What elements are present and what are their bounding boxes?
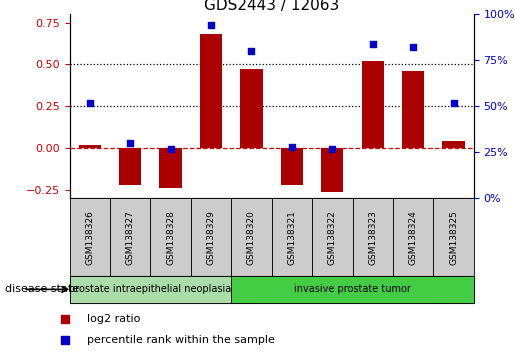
Text: GSM138326: GSM138326 <box>85 210 94 265</box>
Bar <box>200 34 222 148</box>
Text: log2 ratio: log2 ratio <box>87 314 140 324</box>
Text: GSM138323: GSM138323 <box>368 210 377 265</box>
Text: GSM138322: GSM138322 <box>328 210 337 264</box>
Text: GSM138325: GSM138325 <box>449 210 458 265</box>
Bar <box>281 148 303 185</box>
FancyBboxPatch shape <box>70 198 110 276</box>
FancyBboxPatch shape <box>352 198 393 276</box>
FancyBboxPatch shape <box>272 198 312 276</box>
FancyBboxPatch shape <box>231 276 474 303</box>
FancyBboxPatch shape <box>434 198 474 276</box>
FancyBboxPatch shape <box>70 276 231 303</box>
FancyBboxPatch shape <box>231 198 272 276</box>
Title: GDS2443 / 12063: GDS2443 / 12063 <box>204 0 339 13</box>
Point <box>288 144 296 149</box>
FancyBboxPatch shape <box>393 198 434 276</box>
Text: invasive prostate tumor: invasive prostate tumor <box>294 284 411 295</box>
Text: GSM138328: GSM138328 <box>166 210 175 265</box>
Bar <box>160 148 182 188</box>
Bar <box>241 69 263 148</box>
Point <box>207 22 215 28</box>
FancyBboxPatch shape <box>150 198 191 276</box>
Point <box>126 140 134 146</box>
Bar <box>321 148 344 192</box>
Bar <box>402 71 424 148</box>
Text: GSM138329: GSM138329 <box>207 210 215 265</box>
Text: GSM138321: GSM138321 <box>287 210 296 265</box>
Point <box>409 45 417 50</box>
Point <box>166 146 175 152</box>
FancyBboxPatch shape <box>312 198 352 276</box>
Point <box>61 337 70 343</box>
Point <box>369 41 377 46</box>
Bar <box>442 141 465 148</box>
Bar <box>362 61 384 148</box>
Text: disease state: disease state <box>5 284 79 295</box>
Text: GSM138324: GSM138324 <box>409 210 418 264</box>
FancyBboxPatch shape <box>191 198 231 276</box>
Point <box>85 100 94 105</box>
Bar <box>119 148 141 185</box>
Text: GSM138320: GSM138320 <box>247 210 256 265</box>
Text: prostate intraepithelial neoplasia: prostate intraepithelial neoplasia <box>69 284 232 295</box>
Point <box>450 100 458 105</box>
Point <box>328 146 336 152</box>
Point <box>247 48 255 54</box>
Text: percentile rank within the sample: percentile rank within the sample <box>87 335 274 345</box>
Bar <box>79 145 101 148</box>
FancyBboxPatch shape <box>110 198 150 276</box>
Point <box>61 316 70 321</box>
Text: GSM138327: GSM138327 <box>126 210 134 265</box>
